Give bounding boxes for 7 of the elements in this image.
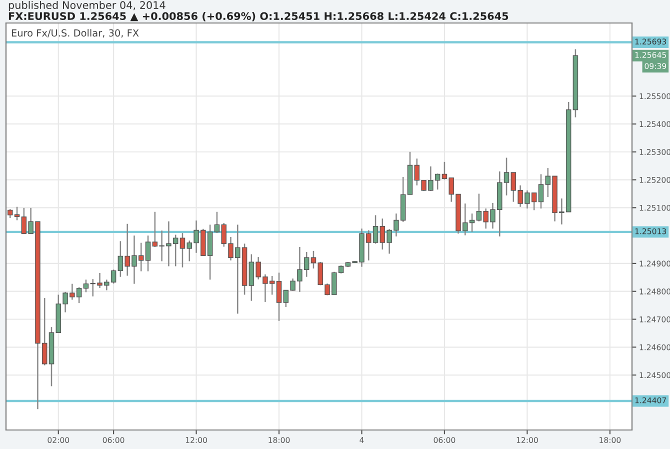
candlestick — [538, 174, 544, 210]
text: published November 04, 2014 — [8, 0, 166, 12]
candlestick — [180, 232, 186, 268]
candlestick — [310, 250, 316, 270]
text: Euro Fx/U.S. Dollar, 30, FX — [12, 29, 139, 38]
candlestick — [276, 272, 282, 322]
chart-title: FX:EURUSD 1.25645 ▲ +0.00856 (+0.69%) O:1.25451 H:1.25668 L:1.25424 C:1.25645 — [8, 12, 508, 22]
